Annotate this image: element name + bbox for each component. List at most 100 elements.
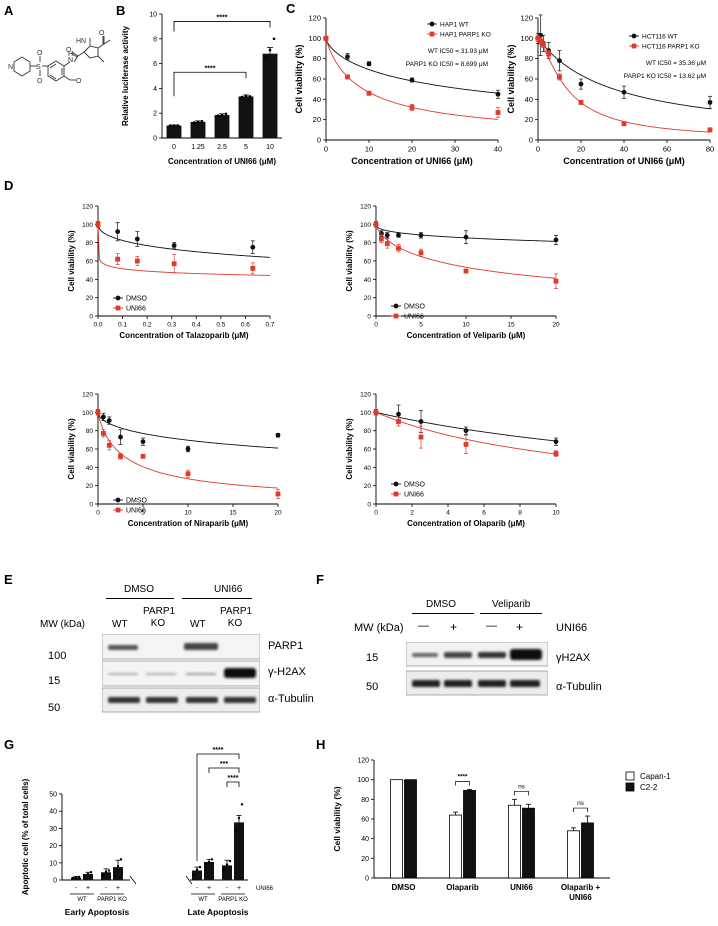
blot-e-band-parp1-wt-dmso [108, 645, 138, 650]
x-tick-label: 0 [172, 144, 176, 151]
data-point [538, 38, 544, 44]
svg-text:N: N [8, 64, 13, 71]
y-tick-label: 20 [86, 295, 94, 302]
bar [522, 807, 535, 879]
x-tick-label: 1.25 [191, 144, 205, 151]
data-point [106, 418, 112, 423]
svg-text:H: H [68, 51, 73, 58]
replicate-point [200, 119, 204, 123]
bar [71, 877, 81, 880]
bar [262, 53, 278, 138]
x-tick-label: 60 [663, 145, 671, 154]
y-tick-label: 60 [364, 259, 372, 266]
replicate-point [89, 871, 93, 874]
chart-h-viability-bars: 0 20 40 60 80 100 120 DMSO Olaparib **** UNI66 ns Ol… [332, 758, 671, 903]
y-axis-title: Cell viability (%) [294, 44, 304, 113]
uni66-sign: - [226, 885, 229, 892]
data-point [323, 35, 329, 41]
data-point [115, 256, 121, 262]
bar [113, 867, 123, 880]
data-point [557, 74, 562, 80]
data-point [140, 453, 146, 459]
legend-marker [115, 507, 121, 513]
uni66-sign: + [237, 885, 241, 892]
x-tick-label: 5 [419, 322, 423, 329]
x-tick-label-line2: UNI66 [569, 893, 592, 902]
bar [190, 121, 206, 138]
data-point [621, 121, 627, 127]
bar [238, 96, 254, 138]
data-point [396, 232, 401, 238]
data-point [553, 278, 559, 284]
legend-label: DMSO [404, 304, 426, 311]
blot-e-mw-15: 15 [48, 675, 61, 687]
significance-label: **** [205, 65, 216, 72]
replicate-point [207, 860, 211, 864]
uni66-sign: - [105, 885, 108, 892]
x-tick-label: 2.5 [217, 144, 227, 151]
data-point [463, 234, 469, 240]
legend-marker [631, 33, 637, 39]
legend-label: UNI66 [404, 314, 424, 321]
y-tick-label: 40 [525, 95, 533, 104]
significance-label: ns [518, 783, 526, 790]
data-point [95, 221, 101, 227]
data-point [101, 414, 106, 420]
legend-marker [393, 313, 399, 319]
y-tick-label: 8 [153, 36, 157, 43]
uni66-sign: + [86, 885, 90, 892]
y-tick-label: 0 [365, 876, 369, 883]
blot-e-treatment-line-uni66 [182, 598, 252, 599]
chart-d-talazoparib: 0 20 40 60 80 100 120 0.0 0.1 0.2 0.3 0.4 0.5 0.6 0.7 C… [67, 204, 275, 341]
bar [166, 125, 182, 138]
svg-text:N: N [68, 57, 73, 64]
svg-text:S: S [36, 64, 41, 71]
y-tick-label: 80 [313, 54, 321, 63]
blot-e-label-h2ax: γ-H2AX [268, 666, 306, 678]
replicate-point [220, 113, 224, 117]
y-tick-label: 120 [82, 204, 93, 211]
blot-e-band-h2ax-ko-uni66 [224, 668, 256, 678]
y-tick-label: 10 [149, 12, 157, 19]
ic50-annotation: WT IC50 = 35.36 μM [646, 60, 706, 67]
blot-f-treatment-line-dmso [412, 613, 474, 614]
data-point [463, 442, 469, 447]
blot-f-band-h2ax-4 [510, 649, 542, 660]
svg-text:O: O [37, 78, 43, 85]
x-tick-label: 10 [266, 144, 274, 151]
y-tick-label: 80 [525, 54, 533, 63]
data-point [115, 229, 121, 235]
y-tick-label: 0 [53, 878, 57, 885]
blot-e-mw-100: 100 [48, 650, 67, 662]
chart-d-olaparib: 0 20 40 60 80 100 120 0 2 4 6 8 10 Concentration of O… [345, 392, 560, 529]
x-axis-title: Concentration of Niraparib (μM) [128, 519, 249, 528]
x-tick-label: 0 [374, 510, 378, 517]
fit-curve [375, 224, 557, 279]
data-point [384, 232, 390, 238]
replicate-point [176, 124, 180, 127]
data-point [396, 411, 401, 417]
x-tick-label: 0.2 [143, 322, 152, 329]
y-tick-label: 80 [361, 797, 369, 804]
data-point [578, 99, 584, 105]
data-point [373, 409, 379, 415]
x-tick-label: 0.6 [241, 322, 250, 329]
blot-f-band-tubulin-4 [510, 680, 540, 687]
blot-f-sign-3: — [486, 620, 497, 632]
data-point [118, 434, 123, 440]
genotype-label: WT [77, 897, 87, 903]
blot-e-band-h2ax-wt-dmso [108, 673, 138, 675]
legend-marker [429, 21, 435, 27]
legend-marker [115, 497, 121, 503]
blot-e-treatment-line-dmso [106, 598, 174, 599]
bar [204, 861, 214, 880]
blot-f-image [406, 642, 548, 696]
chart-d-niraparib: 0 20 40 60 80 100 120 0 5 10 15 20 Concentration of … [67, 392, 282, 529]
replicate-point [86, 872, 90, 876]
uni66-sign: + [116, 885, 120, 892]
replicate-point [272, 37, 276, 41]
legend-label: HCT116 PARP1 KO [642, 44, 700, 51]
replicate-point [101, 873, 105, 877]
bar [390, 779, 403, 879]
bar [508, 804, 521, 879]
